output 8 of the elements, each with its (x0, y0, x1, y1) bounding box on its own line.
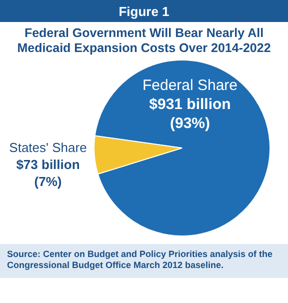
slice-label: Federal Share (142, 77, 238, 94)
data-label: $73 billion (7%) (16, 157, 80, 189)
chart-subtitle: Figure 1 (118, 4, 170, 19)
chart-title: Federal Government Will Bear Nearly All Medicaid Expansion Costs Over 2014-2022 (17, 26, 271, 55)
source-note: Source: Center on Budget and Policy Priorities analysis of the Congressional Budget Office March 2012 baseline. (7, 249, 273, 270)
data-label: $931 billion (93%) (149, 96, 231, 132)
slice-label: States' Share (9, 140, 87, 155)
pie-slice (94, 60, 270, 236)
